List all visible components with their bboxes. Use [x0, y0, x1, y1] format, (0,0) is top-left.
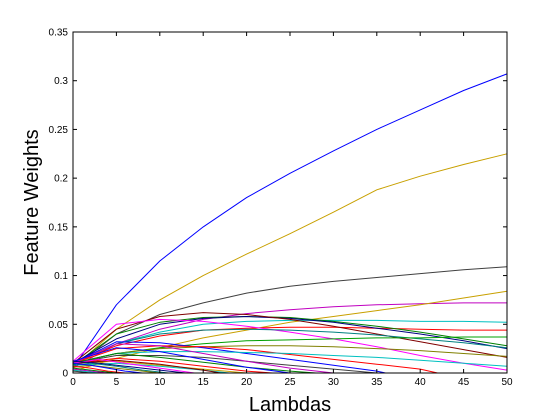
x-tick-label: 0: [70, 377, 76, 388]
series-line-21: [72, 347, 291, 374]
series-line-22: [72, 357, 273, 374]
x-tick-label: 5: [114, 377, 120, 388]
x-axis-label: Lambdas: [249, 394, 331, 416]
series-line-9: [72, 316, 508, 364]
series-line-13: [72, 336, 507, 364]
y-tick-label: 0.05: [49, 320, 69, 331]
series-line-17: [72, 351, 508, 367]
series-line-4: [72, 302, 507, 369]
x-tick-label: 35: [371, 377, 383, 388]
x-tick-label: 30: [328, 377, 340, 388]
x-tick-label: 10: [154, 377, 166, 388]
series-line-30: [72, 362, 143, 374]
series-line-33: [72, 368, 108, 374]
series-line-32: [72, 367, 117, 374]
series-line-7: [72, 326, 507, 364]
series-line-8: [72, 316, 508, 366]
series-line-16: [72, 345, 438, 374]
series-line-11: [72, 318, 508, 371]
series-line-28: [72, 362, 169, 374]
x-tick-label: 25: [284, 377, 296, 388]
y-tick-label: 0.15: [49, 222, 69, 233]
x-tick-label: 40: [415, 377, 427, 388]
series-line-15: [72, 341, 386, 374]
y-tick-label: 0.2: [54, 174, 68, 185]
y-tick-label: 0.3: [54, 76, 68, 87]
series-line-27: [72, 360, 186, 374]
y-tick-label: 0: [62, 369, 68, 380]
series-line-2: [72, 153, 508, 369]
axis-ticks: 0 5 10 15 20 25 30 35 40 45 50 0 0.05 0.1 0.15 0.2 0.25 0…: [49, 28, 513, 389]
series-line-25: [72, 359, 221, 374]
series-line-1: [72, 73, 508, 369]
series-line-6: [72, 319, 508, 364]
y-tick-label: 0.25: [49, 125, 69, 136]
series-line-18: [72, 355, 377, 374]
series-line-5: [72, 290, 508, 372]
series-line-23: [72, 360, 247, 374]
x-tick-label: 20: [241, 377, 253, 388]
x-tick-label: 15: [198, 377, 210, 388]
y-axis-label: Feature Weights: [21, 129, 43, 275]
series-line-19: [72, 343, 334, 374]
plot-area: 0 5 10 15 20 25 30 35 40 45 50 0 0.05 0.1 0.15 0.2 0.25 0…: [49, 28, 513, 389]
plot-background: [73, 32, 507, 373]
x-tick-label: 50: [501, 377, 513, 388]
y-tick-label: 0.35: [49, 28, 69, 39]
series-line-26: [72, 358, 195, 374]
series-line-29: [72, 364, 160, 374]
y-tick-label: 0.1: [54, 271, 68, 282]
x-tick-label: 45: [458, 377, 470, 388]
series-line-12: [72, 328, 508, 364]
